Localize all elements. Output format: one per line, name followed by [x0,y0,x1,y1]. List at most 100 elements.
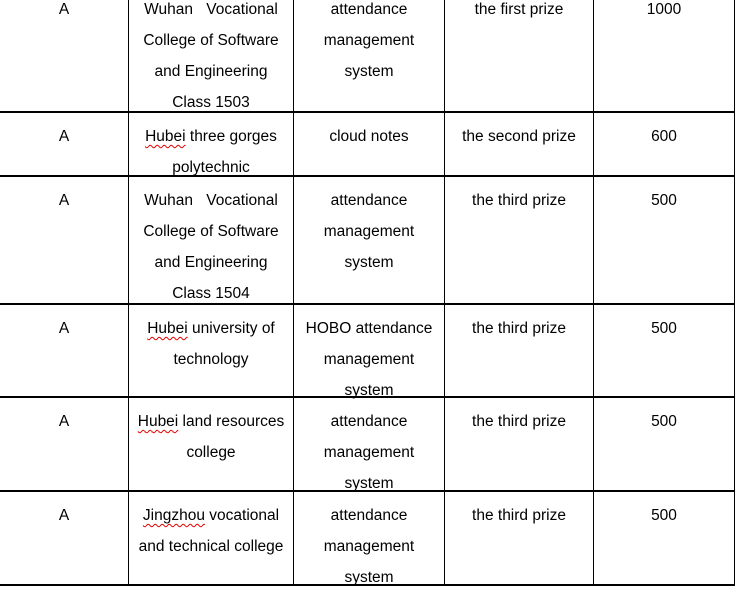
bonus-value: 500 [651,413,677,430]
cell-school: Wuhan Vocational College of Software and E… [129,0,294,113]
prize-label: the second prize [462,128,576,145]
cell-school: Hubei university of technology [129,305,294,398]
cell-group: A [0,492,129,586]
cell-prize: the first prize [445,0,594,113]
cell-bonus: 1000 [594,0,735,113]
cell-group-content: A [0,313,128,344]
cell-school-content: Hubei three gorges polytechnic [129,121,293,183]
text-line-rest: university of [187,320,275,337]
text-line: Jingzhou vocational [129,500,293,531]
cell-school: Hubei three gorges polytechnic [129,113,294,177]
cell-school-content: Wuhan Vocational College of Software and E… [129,185,293,309]
group-label: A [58,1,70,18]
text-line: technology [173,351,249,368]
cell-bonus-content: 600 [594,121,734,152]
cell-work-content: attendance management system [294,406,444,499]
cell-school: Jingzhou vocational and technical college [129,492,294,586]
cell-prize: the third prize [445,177,594,305]
group-label: A [58,128,70,145]
text-line-rest: land resources [178,413,285,430]
text-line-rest: three gorges [185,128,277,145]
cell-prize: the third prize [445,492,594,586]
cell-group-content: A [0,121,128,152]
cell-bonus-content: 500 [594,185,734,216]
text-line: Class 1504 [172,285,250,302]
text-line: Hubei three gorges [129,121,293,152]
cell-group-content: A [0,500,128,531]
cell-bonus-content: 1000 [594,0,734,25]
text-line: and Engineering [154,254,268,271]
cell-bonus: 600 [594,113,735,177]
cell-work: HOBO attendance management system [294,305,445,399]
cell-bonus: 500 [594,398,735,492]
text-line: management [323,444,415,461]
cell-prize-content: the third prize [445,500,593,531]
cell-prize-content: the third prize [445,406,593,437]
group-label: A [58,320,70,337]
prize-label: the third prize [472,507,566,524]
misspelled-word: Hubei [145,128,186,145]
text-line-rest: vocational [204,507,280,524]
cell-work-content: cloud notes [294,121,444,152]
cell-group-content: A [0,0,128,25]
prize-label: the third prize [472,413,566,430]
text-line: attendance [330,413,408,430]
cell-work: attendance management system [294,398,445,492]
cell-school-content: Jingzhou vocational and technical college [129,500,293,562]
cell-work: attendance management system [294,177,445,305]
cell-prize: the second prize [445,113,594,177]
text-line: system [344,569,394,586]
cell-work: attendance management system [294,0,445,113]
cell-prize-content: the first prize [445,0,593,25]
cell-work-content: HOBO attendance management system [294,313,444,406]
text-line: system [344,254,394,271]
bonus-value: 500 [651,320,677,337]
text-line: system [344,475,394,492]
group-label: A [58,413,70,430]
cell-school: Wuhan Vocational College of Software and E… [129,177,294,305]
cell-prize: the third prize [445,305,594,398]
cell-work-content: attendance management system [294,0,444,87]
misspelled-word: Jingzhou [142,507,205,524]
cell-group-content: A [0,185,128,216]
prize-label: the first prize [474,1,564,18]
cell-bonus-content: 500 [594,500,734,531]
cell-bonus-content: 500 [594,313,734,344]
text-line: Wuhan Vocational [144,1,278,18]
cell-work-content: attendance management system [294,500,444,593]
cell-school-content: Wuhan Vocational College of Software and E… [129,0,293,118]
cell-group: A [0,113,129,177]
bonus-value: 1000 [646,1,682,18]
text-line: system [344,63,394,80]
cell-work: cloud notes [294,113,445,177]
cell-prize-content: the second prize [445,121,593,152]
text-line: HOBO attendance [305,320,433,337]
group-label: A [58,192,70,209]
cell-work-content: attendance management system [294,185,444,278]
cell-work: attendance management system [294,492,445,586]
text-line: College of Software [143,223,279,240]
cell-prize: the third prize [445,398,594,492]
prize-label: the third prize [472,320,566,337]
text-line: attendance [330,1,408,18]
cell-school-content: Hubei land resources college [129,406,293,468]
text-line: attendance [330,192,408,209]
text-line: management [323,351,415,368]
text-line: Class 1503 [172,94,250,111]
bonus-value: 500 [651,192,677,209]
group-label: A [58,507,70,524]
cell-bonus: 500 [594,492,735,586]
cell-bonus-content: 500 [594,406,734,437]
text-line: cloud notes [329,128,409,145]
bonus-value: 500 [651,507,677,524]
text-line: polytechnic [172,159,250,176]
text-line: college [186,444,236,461]
text-line: Wuhan Vocational [144,192,278,209]
cell-group: A [0,177,129,305]
text-line: management [323,32,415,49]
cell-group: A [0,398,129,492]
cell-group: A [0,305,129,398]
cell-prize-content: the third prize [445,185,593,216]
cell-bonus: 500 [594,177,735,305]
